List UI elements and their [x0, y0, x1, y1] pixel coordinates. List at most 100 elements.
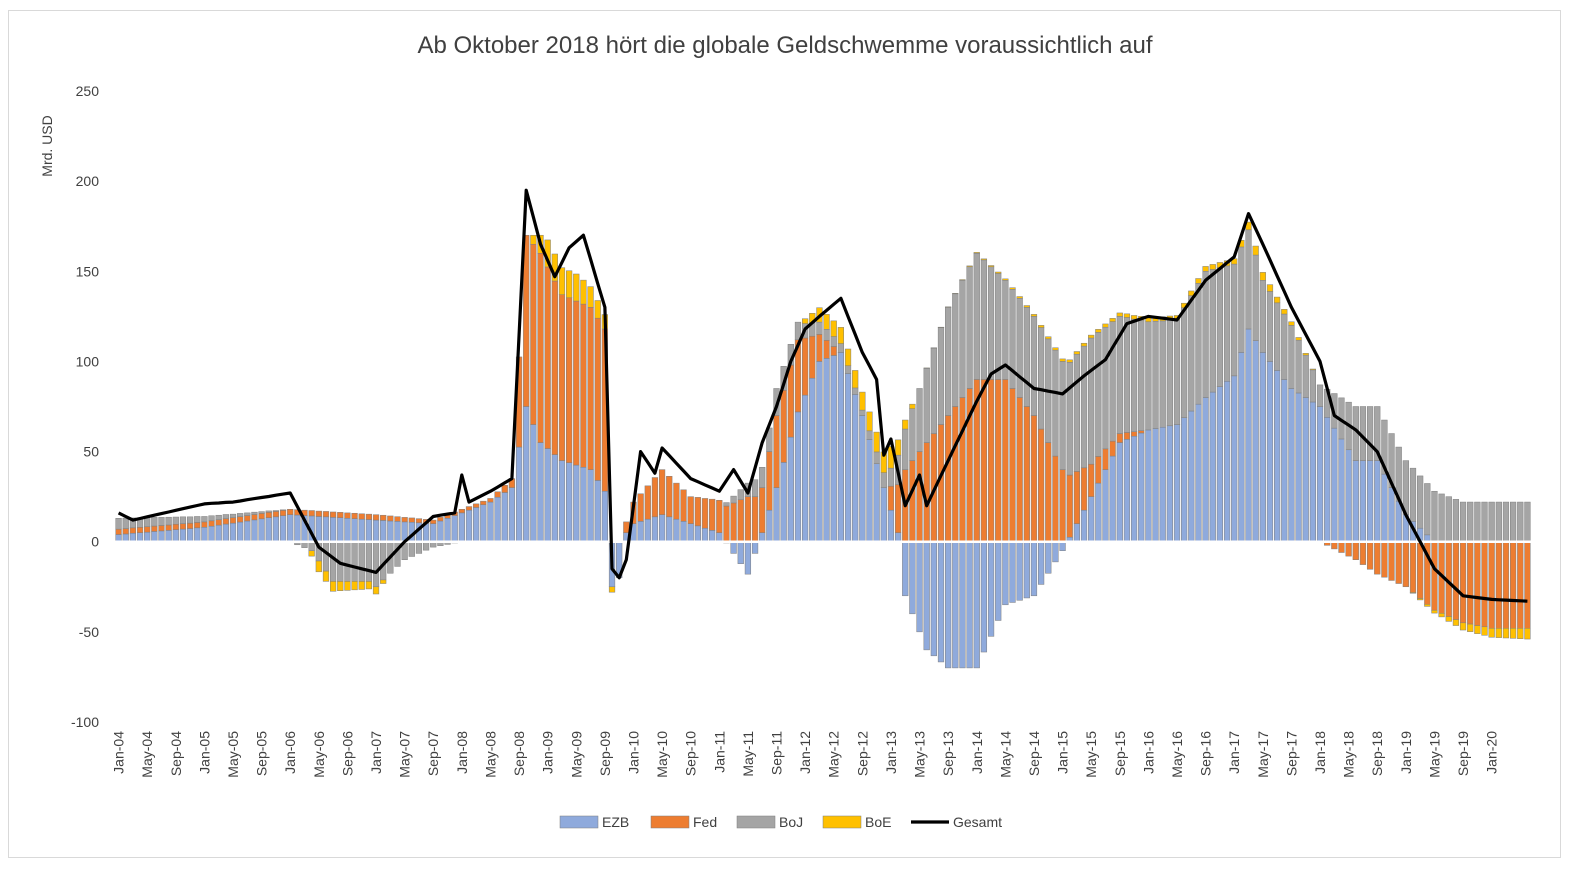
- bar-ezb: [251, 519, 258, 542]
- bar-boe: [952, 293, 959, 295]
- bar-ezb: [952, 541, 959, 669]
- bar-fed: [1002, 379, 1009, 542]
- bar-boj: [1517, 501, 1524, 542]
- bar-boe: [980, 258, 988, 261]
- bar-boj: [372, 541, 380, 588]
- bar-ezb: [315, 516, 322, 542]
- bar-ezb: [1038, 541, 1045, 585]
- bar-fed: [680, 489, 687, 522]
- bar-boe: [566, 270, 573, 299]
- bar-boj: [358, 541, 365, 582]
- x-tick-label: May-13: [912, 731, 928, 778]
- bar-boj: [909, 408, 916, 461]
- bar-fed: [1352, 541, 1359, 560]
- bar-ezb: [766, 509, 773, 542]
- bar-boe: [1030, 314, 1038, 317]
- bar-boj: [415, 541, 423, 554]
- bar-boe: [1009, 287, 1016, 290]
- bar-fed: [287, 509, 294, 515]
- bar-ezb: [1080, 509, 1088, 542]
- bar-boj: [408, 541, 415, 557]
- bar-ezb: [902, 541, 909, 597]
- bar-ezb: [458, 512, 465, 542]
- bar-ezb: [1138, 432, 1145, 542]
- bar-boj: [923, 367, 930, 443]
- bar-ezb: [601, 490, 608, 542]
- bar-fed: [1481, 541, 1488, 628]
- bar-boj: [1166, 320, 1173, 427]
- bar-ezb: [980, 541, 988, 653]
- bar-fed: [179, 523, 187, 530]
- bar-boe: [1417, 598, 1424, 601]
- bar-ezb: [651, 516, 659, 542]
- bar-boj: [1173, 319, 1181, 425]
- y-tick-label: 150: [76, 263, 100, 279]
- legend-label-ezb: EZB: [602, 814, 629, 830]
- x-axis-ticks: Jan-04 May-04 Sep-04 Jan-05 May-05 Sep-05 Jan-…: [111, 731, 1500, 778]
- bar-fed: [995, 379, 1002, 542]
- bar-boj: [1202, 271, 1209, 398]
- x-tick-label: Jan-08: [454, 731, 470, 774]
- bar-fed: [1130, 431, 1138, 437]
- bar-ezb: [344, 518, 351, 542]
- bar-boe: [987, 265, 995, 268]
- bar-ezb: [709, 530, 716, 542]
- bar-boe: [1409, 592, 1417, 594]
- x-tick-label: May-08: [483, 731, 499, 778]
- bar-ezb: [1388, 487, 1395, 542]
- bar-boj: [1459, 501, 1467, 542]
- bar-ezb: [287, 514, 294, 542]
- bar-boe: [1095, 329, 1102, 333]
- bar-ezb: [430, 523, 437, 542]
- bar-boj: [1374, 406, 1381, 461]
- x-tick-label: Jan-14: [969, 731, 985, 774]
- bar-fed: [666, 476, 673, 518]
- bar-ezb: [530, 424, 537, 542]
- bar-ezb: [880, 487, 887, 542]
- x-tick-label: Sep-19: [1455, 731, 1471, 776]
- bar-boj: [1281, 313, 1288, 380]
- bar-ezb: [358, 518, 365, 542]
- bar-fed: [716, 500, 723, 533]
- bar-ezb: [780, 462, 787, 542]
- bar-ezb: [444, 518, 451, 542]
- bar-fed: [959, 397, 966, 542]
- bar-ezb: [852, 394, 859, 542]
- bar-boe: [1195, 278, 1202, 284]
- bar-boj: [980, 259, 988, 380]
- bar-fed: [1517, 541, 1524, 629]
- bar-ezb: [773, 487, 780, 542]
- x-tick-label: May-11: [740, 731, 756, 777]
- x-tick-label: Sep-04: [168, 731, 184, 776]
- bar-boe: [1274, 296, 1281, 304]
- bar-fed: [673, 482, 680, 520]
- bar-boe: [1038, 325, 1045, 328]
- bar-boe: [587, 286, 594, 308]
- x-tick-label: Sep-14: [1026, 731, 1042, 776]
- bar-fed: [637, 493, 644, 522]
- bar-boj: [959, 280, 966, 398]
- x-tick-label: Jan-11: [711, 731, 727, 773]
- bar-boe: [1109, 318, 1116, 322]
- bar-boj: [723, 502, 730, 507]
- bar-boe: [1252, 245, 1259, 256]
- bar-boe: [1524, 628, 1531, 640]
- bar-boj: [151, 517, 158, 527]
- bar-boj: [930, 347, 937, 434]
- x-tick-label: Jan-13: [883, 731, 899, 774]
- bar-boe: [923, 367, 930, 369]
- bar-ezb: [866, 439, 873, 542]
- bar-ezb: [523, 406, 530, 542]
- bar-ezb: [380, 520, 387, 542]
- bar-fed: [759, 487, 766, 533]
- bar-ezb: [215, 524, 222, 542]
- bar-fed: [1045, 442, 1052, 542]
- bar-fed: [1095, 456, 1102, 484]
- bar-ezb: [558, 460, 566, 542]
- bar-fed: [415, 518, 423, 524]
- bar-fed: [1459, 541, 1467, 624]
- bar-boj: [322, 541, 330, 572]
- bar-ezb: [1045, 541, 1052, 574]
- bar-boj: [952, 293, 959, 407]
- bar-boj: [172, 516, 179, 525]
